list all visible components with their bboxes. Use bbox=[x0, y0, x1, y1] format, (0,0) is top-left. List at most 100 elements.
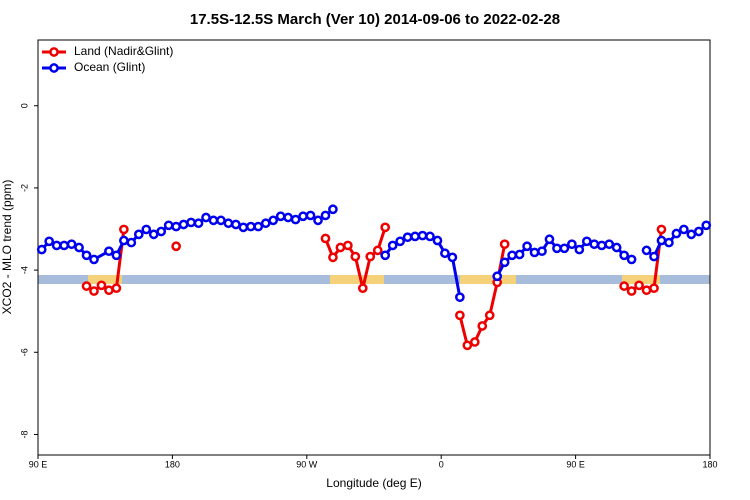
data-point bbox=[693, 226, 704, 237]
data-point bbox=[380, 250, 391, 261]
data-point bbox=[611, 242, 622, 253]
x-tick-label: 180 bbox=[702, 459, 717, 469]
data-point bbox=[499, 239, 510, 250]
data-point bbox=[268, 215, 279, 226]
data-point bbox=[320, 233, 331, 244]
data-point bbox=[649, 283, 659, 294]
data-point bbox=[81, 250, 92, 261]
data-point bbox=[537, 246, 547, 257]
data-point bbox=[290, 214, 301, 225]
data-point bbox=[455, 292, 465, 303]
data-point bbox=[201, 212, 211, 223]
data-point bbox=[119, 235, 129, 246]
data-point bbox=[357, 283, 368, 294]
y-axis-label: XCO2 - MLO trend (ppm) bbox=[0, 180, 14, 315]
data-point bbox=[589, 239, 600, 250]
data-point bbox=[104, 285, 114, 296]
data-point bbox=[59, 240, 69, 251]
data-point bbox=[477, 321, 488, 331]
data-point bbox=[208, 215, 219, 226]
data-point bbox=[432, 235, 443, 246]
data-point bbox=[641, 285, 652, 296]
data-point bbox=[216, 215, 226, 226]
y-tick-label: -2 bbox=[19, 184, 29, 192]
data-point bbox=[328, 252, 338, 263]
data-point bbox=[447, 252, 458, 263]
data-point bbox=[36, 244, 47, 255]
x-tick-label: 90 E bbox=[29, 459, 48, 469]
data-point bbox=[111, 250, 122, 261]
legend-label: Land (Nadir&Glint) bbox=[74, 44, 173, 58]
data-point bbox=[343, 240, 353, 251]
data-point bbox=[649, 251, 659, 262]
data-point bbox=[567, 239, 577, 250]
data-point bbox=[44, 236, 55, 247]
x-tick-label: 90 W bbox=[296, 459, 318, 469]
data-point bbox=[111, 283, 122, 294]
land-band bbox=[460, 275, 516, 284]
data-point bbox=[328, 204, 338, 215]
data-point bbox=[245, 221, 256, 232]
data-point bbox=[641, 245, 652, 256]
land-band bbox=[622, 275, 660, 284]
data-point bbox=[499, 257, 510, 268]
data-point bbox=[552, 243, 562, 254]
data-point bbox=[559, 243, 570, 254]
data-point bbox=[141, 224, 152, 235]
x-tick-label: 0 bbox=[439, 459, 444, 469]
data-point bbox=[320, 210, 331, 221]
y-tick-label: -8 bbox=[19, 430, 29, 438]
data-point bbox=[81, 281, 92, 291]
data-point bbox=[89, 286, 99, 296]
data-point bbox=[305, 210, 316, 221]
y-tick-label: -4 bbox=[19, 266, 29, 274]
data-point bbox=[484, 310, 495, 321]
data-point bbox=[253, 221, 264, 232]
data-point bbox=[522, 241, 532, 252]
data-point bbox=[507, 250, 517, 261]
x-axis-label: Longitude (deg E) bbox=[326, 476, 421, 490]
legend-label: Ocean (Glint) bbox=[74, 60, 145, 74]
data-point bbox=[462, 340, 473, 351]
data-point bbox=[171, 221, 181, 232]
data-point bbox=[656, 224, 667, 235]
data-point bbox=[193, 218, 204, 229]
data-point bbox=[664, 237, 674, 248]
data-point bbox=[686, 229, 697, 240]
data-point bbox=[51, 240, 62, 251]
data-point bbox=[701, 220, 712, 231]
data-point bbox=[163, 220, 174, 231]
x-tick-label: 180 bbox=[165, 459, 180, 469]
data-point bbox=[380, 222, 391, 233]
data-point bbox=[574, 244, 585, 255]
land-band bbox=[88, 275, 122, 284]
data-point bbox=[619, 250, 629, 261]
data-point bbox=[529, 247, 540, 258]
data-point bbox=[260, 218, 271, 229]
data-point bbox=[634, 280, 644, 291]
data-point bbox=[410, 231, 420, 242]
y-tick-label: 0 bbox=[19, 103, 29, 108]
data-point bbox=[455, 310, 465, 321]
data-point bbox=[148, 229, 159, 240]
data-point bbox=[313, 215, 323, 226]
data-point bbox=[372, 245, 383, 256]
x-tick-label: 90 E bbox=[566, 459, 585, 469]
data-point bbox=[104, 246, 114, 257]
data-point bbox=[96, 280, 107, 291]
data-point bbox=[469, 337, 480, 347]
data-point bbox=[679, 224, 689, 235]
y-tick-label: -6 bbox=[19, 348, 29, 356]
data-point bbox=[544, 234, 555, 245]
data-point bbox=[425, 231, 435, 242]
data-point bbox=[440, 248, 450, 259]
data-point bbox=[395, 236, 405, 247]
data-point bbox=[387, 240, 398, 251]
data-point bbox=[186, 217, 196, 228]
data-point bbox=[626, 254, 637, 265]
data-point bbox=[626, 286, 637, 296]
data-point bbox=[619, 281, 629, 291]
data-point bbox=[238, 222, 249, 233]
data-point bbox=[604, 239, 615, 250]
